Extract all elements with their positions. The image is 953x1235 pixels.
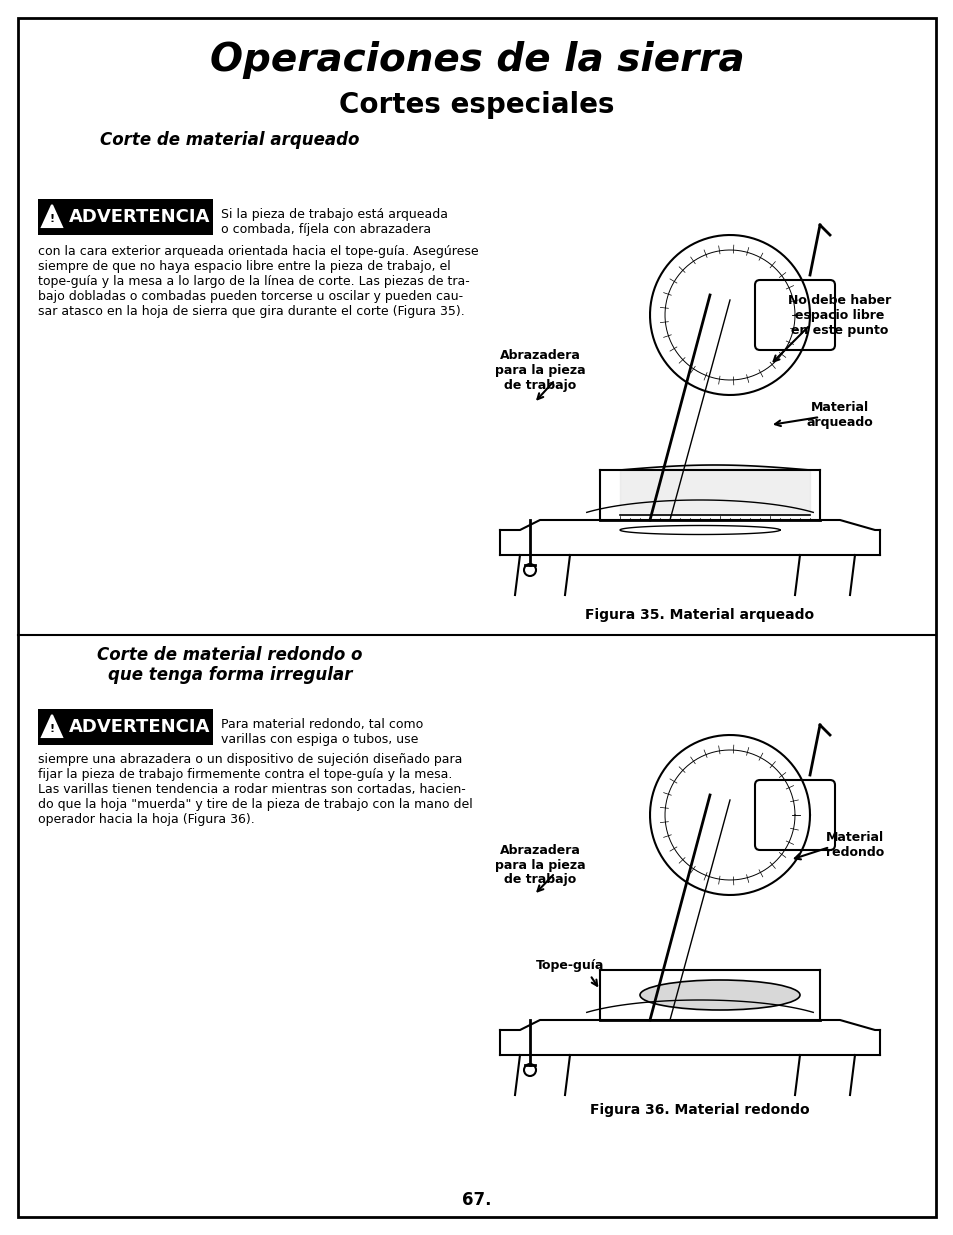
Text: Corte de material redondo o
que tenga forma irregular: Corte de material redondo o que tenga fo… — [97, 646, 362, 684]
Text: Tope-guía: Tope-guía — [536, 958, 603, 972]
FancyBboxPatch shape — [754, 280, 834, 350]
Text: ADVERTENCIA: ADVERTENCIA — [69, 207, 210, 226]
Text: No debe haber
espacio libre
en este punto: No debe haber espacio libre en este punt… — [787, 294, 891, 336]
Polygon shape — [42, 205, 62, 227]
Text: Para material redondo, tal como
varillas con espiga o tubos, use: Para material redondo, tal como varillas… — [221, 718, 423, 746]
Text: 67.: 67. — [462, 1191, 491, 1209]
Text: Corte de material arqueado: Corte de material arqueado — [100, 131, 359, 149]
FancyBboxPatch shape — [754, 781, 834, 850]
Text: Si la pieza de trabajo está arqueada
o combada, fíjela con abrazadera: Si la pieza de trabajo está arqueada o c… — [221, 207, 448, 236]
Text: !: ! — [50, 214, 54, 224]
Text: Abrazadera
para la pieza
de trabajo: Abrazadera para la pieza de trabajo — [495, 844, 585, 887]
Text: Material
arqueado: Material arqueado — [806, 401, 872, 429]
Text: Material
redondo: Material redondo — [825, 831, 883, 860]
Bar — [38, 709, 213, 745]
Bar — [38, 199, 213, 235]
Text: con la cara exterior arqueada orientada hacia el tope-guía. Asegúrese
siempre de: con la cara exterior arqueada orientada … — [38, 245, 478, 317]
Text: Operaciones de la sierra: Operaciones de la sierra — [210, 41, 743, 79]
Text: Figura 36. Material redondo: Figura 36. Material redondo — [590, 1103, 809, 1116]
Ellipse shape — [639, 981, 800, 1010]
Text: !: ! — [50, 724, 54, 734]
Text: Cortes especiales: Cortes especiales — [339, 91, 614, 119]
Text: siempre una abrazadera o un dispositivo de sujeción diseñado para
fijar la pieza: siempre una abrazadera o un dispositivo … — [38, 753, 473, 826]
Polygon shape — [42, 715, 62, 737]
Text: Figura 35. Material arqueado: Figura 35. Material arqueado — [585, 608, 814, 622]
Text: Abrazadera
para la pieza
de trabajo: Abrazadera para la pieza de trabajo — [495, 348, 585, 391]
Text: ADVERTENCIA: ADVERTENCIA — [69, 718, 210, 736]
